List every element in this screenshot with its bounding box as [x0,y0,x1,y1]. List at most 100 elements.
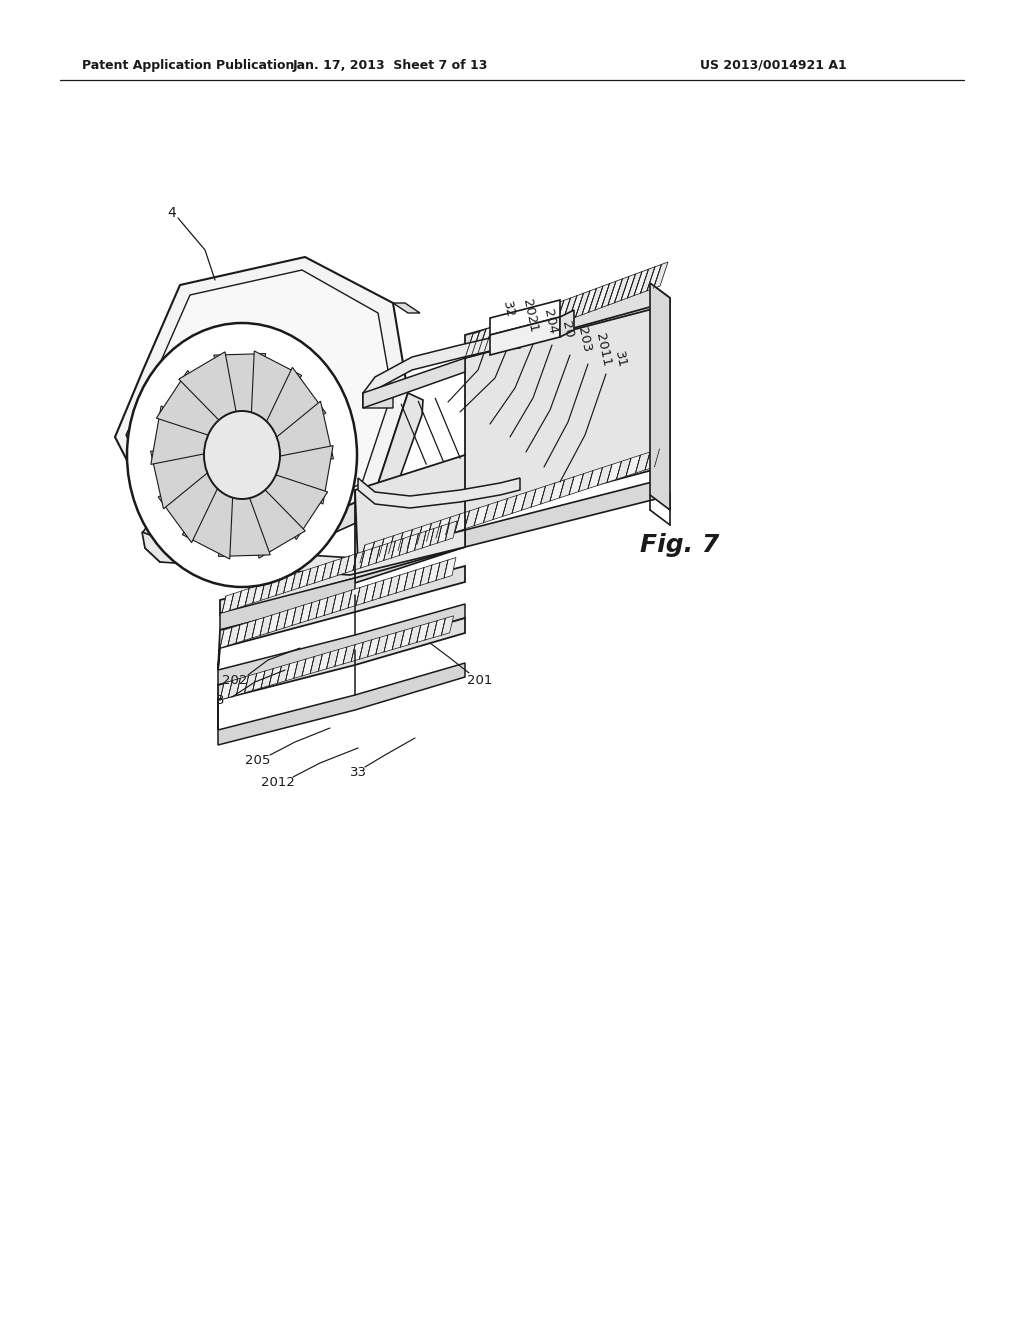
Polygon shape [417,623,429,643]
Polygon shape [521,490,536,511]
Polygon shape [308,601,319,620]
Polygon shape [360,543,375,564]
Polygon shape [268,578,280,598]
Polygon shape [445,513,460,535]
Polygon shape [294,659,306,678]
Polygon shape [589,286,603,313]
Polygon shape [430,525,441,545]
Polygon shape [415,531,426,550]
Text: 32: 32 [500,301,516,319]
Polygon shape [412,568,424,587]
Polygon shape [562,296,577,322]
Polygon shape [362,335,520,408]
Polygon shape [640,267,655,293]
Polygon shape [364,582,376,603]
Polygon shape [269,667,282,685]
Polygon shape [228,624,240,645]
Polygon shape [645,449,659,470]
Text: 3: 3 [216,693,224,706]
Polygon shape [575,290,590,317]
Polygon shape [490,300,560,335]
Polygon shape [360,549,373,568]
Polygon shape [228,678,241,697]
Polygon shape [556,298,570,325]
Polygon shape [511,314,525,341]
Polygon shape [420,565,432,586]
Polygon shape [569,293,584,319]
Polygon shape [218,663,465,744]
Polygon shape [252,618,264,638]
Polygon shape [559,477,574,498]
Polygon shape [417,523,431,544]
Polygon shape [408,527,422,548]
Text: 205: 205 [246,754,270,767]
Text: 4: 4 [168,206,176,220]
Polygon shape [465,508,479,529]
Polygon shape [393,304,420,313]
Polygon shape [182,470,233,560]
Polygon shape [370,539,384,560]
Polygon shape [384,632,396,652]
Polygon shape [220,627,232,648]
Text: 203: 203 [575,326,593,354]
Polygon shape [654,446,669,467]
Polygon shape [318,652,331,671]
Polygon shape [245,673,257,693]
Polygon shape [409,626,421,644]
Polygon shape [601,281,616,308]
Polygon shape [310,655,323,673]
Polygon shape [359,640,372,659]
Polygon shape [245,586,257,606]
Polygon shape [444,557,456,578]
Polygon shape [465,331,479,358]
Polygon shape [257,367,326,447]
Polygon shape [614,276,629,302]
Text: 20: 20 [559,321,575,339]
Polygon shape [503,495,517,516]
Polygon shape [517,313,531,339]
Polygon shape [229,591,242,610]
Polygon shape [345,553,357,573]
Polygon shape [597,465,612,486]
Polygon shape [284,573,295,593]
Polygon shape [647,264,662,290]
Polygon shape [343,644,355,664]
Polygon shape [388,532,403,553]
Polygon shape [332,593,344,612]
Polygon shape [588,467,602,488]
Polygon shape [422,528,434,548]
Polygon shape [376,544,388,564]
Polygon shape [355,308,670,565]
Text: Patent Application Publication: Patent Application Publication [82,58,294,71]
Polygon shape [299,569,310,587]
Polygon shape [143,492,380,562]
Polygon shape [582,288,597,314]
Polygon shape [237,676,249,696]
Polygon shape [433,618,445,638]
Polygon shape [258,446,333,504]
Polygon shape [607,461,622,482]
Polygon shape [550,301,564,327]
Polygon shape [628,272,642,298]
Polygon shape [327,649,339,669]
Polygon shape [351,643,364,661]
Polygon shape [478,327,493,354]
Polygon shape [569,474,584,495]
Polygon shape [244,475,305,558]
Text: 31: 31 [612,350,628,370]
Polygon shape [368,638,380,657]
Polygon shape [292,605,304,626]
Polygon shape [362,358,465,408]
Polygon shape [455,511,469,532]
Polygon shape [483,502,498,523]
Polygon shape [276,610,288,631]
Polygon shape [369,546,380,565]
Polygon shape [252,469,328,540]
Polygon shape [636,451,650,473]
Polygon shape [437,524,450,543]
Polygon shape [158,462,227,543]
Text: US 2013/0014921 A1: US 2013/0014921 A1 [700,58,847,71]
Polygon shape [608,279,623,305]
Polygon shape [218,475,270,557]
Polygon shape [126,271,392,531]
